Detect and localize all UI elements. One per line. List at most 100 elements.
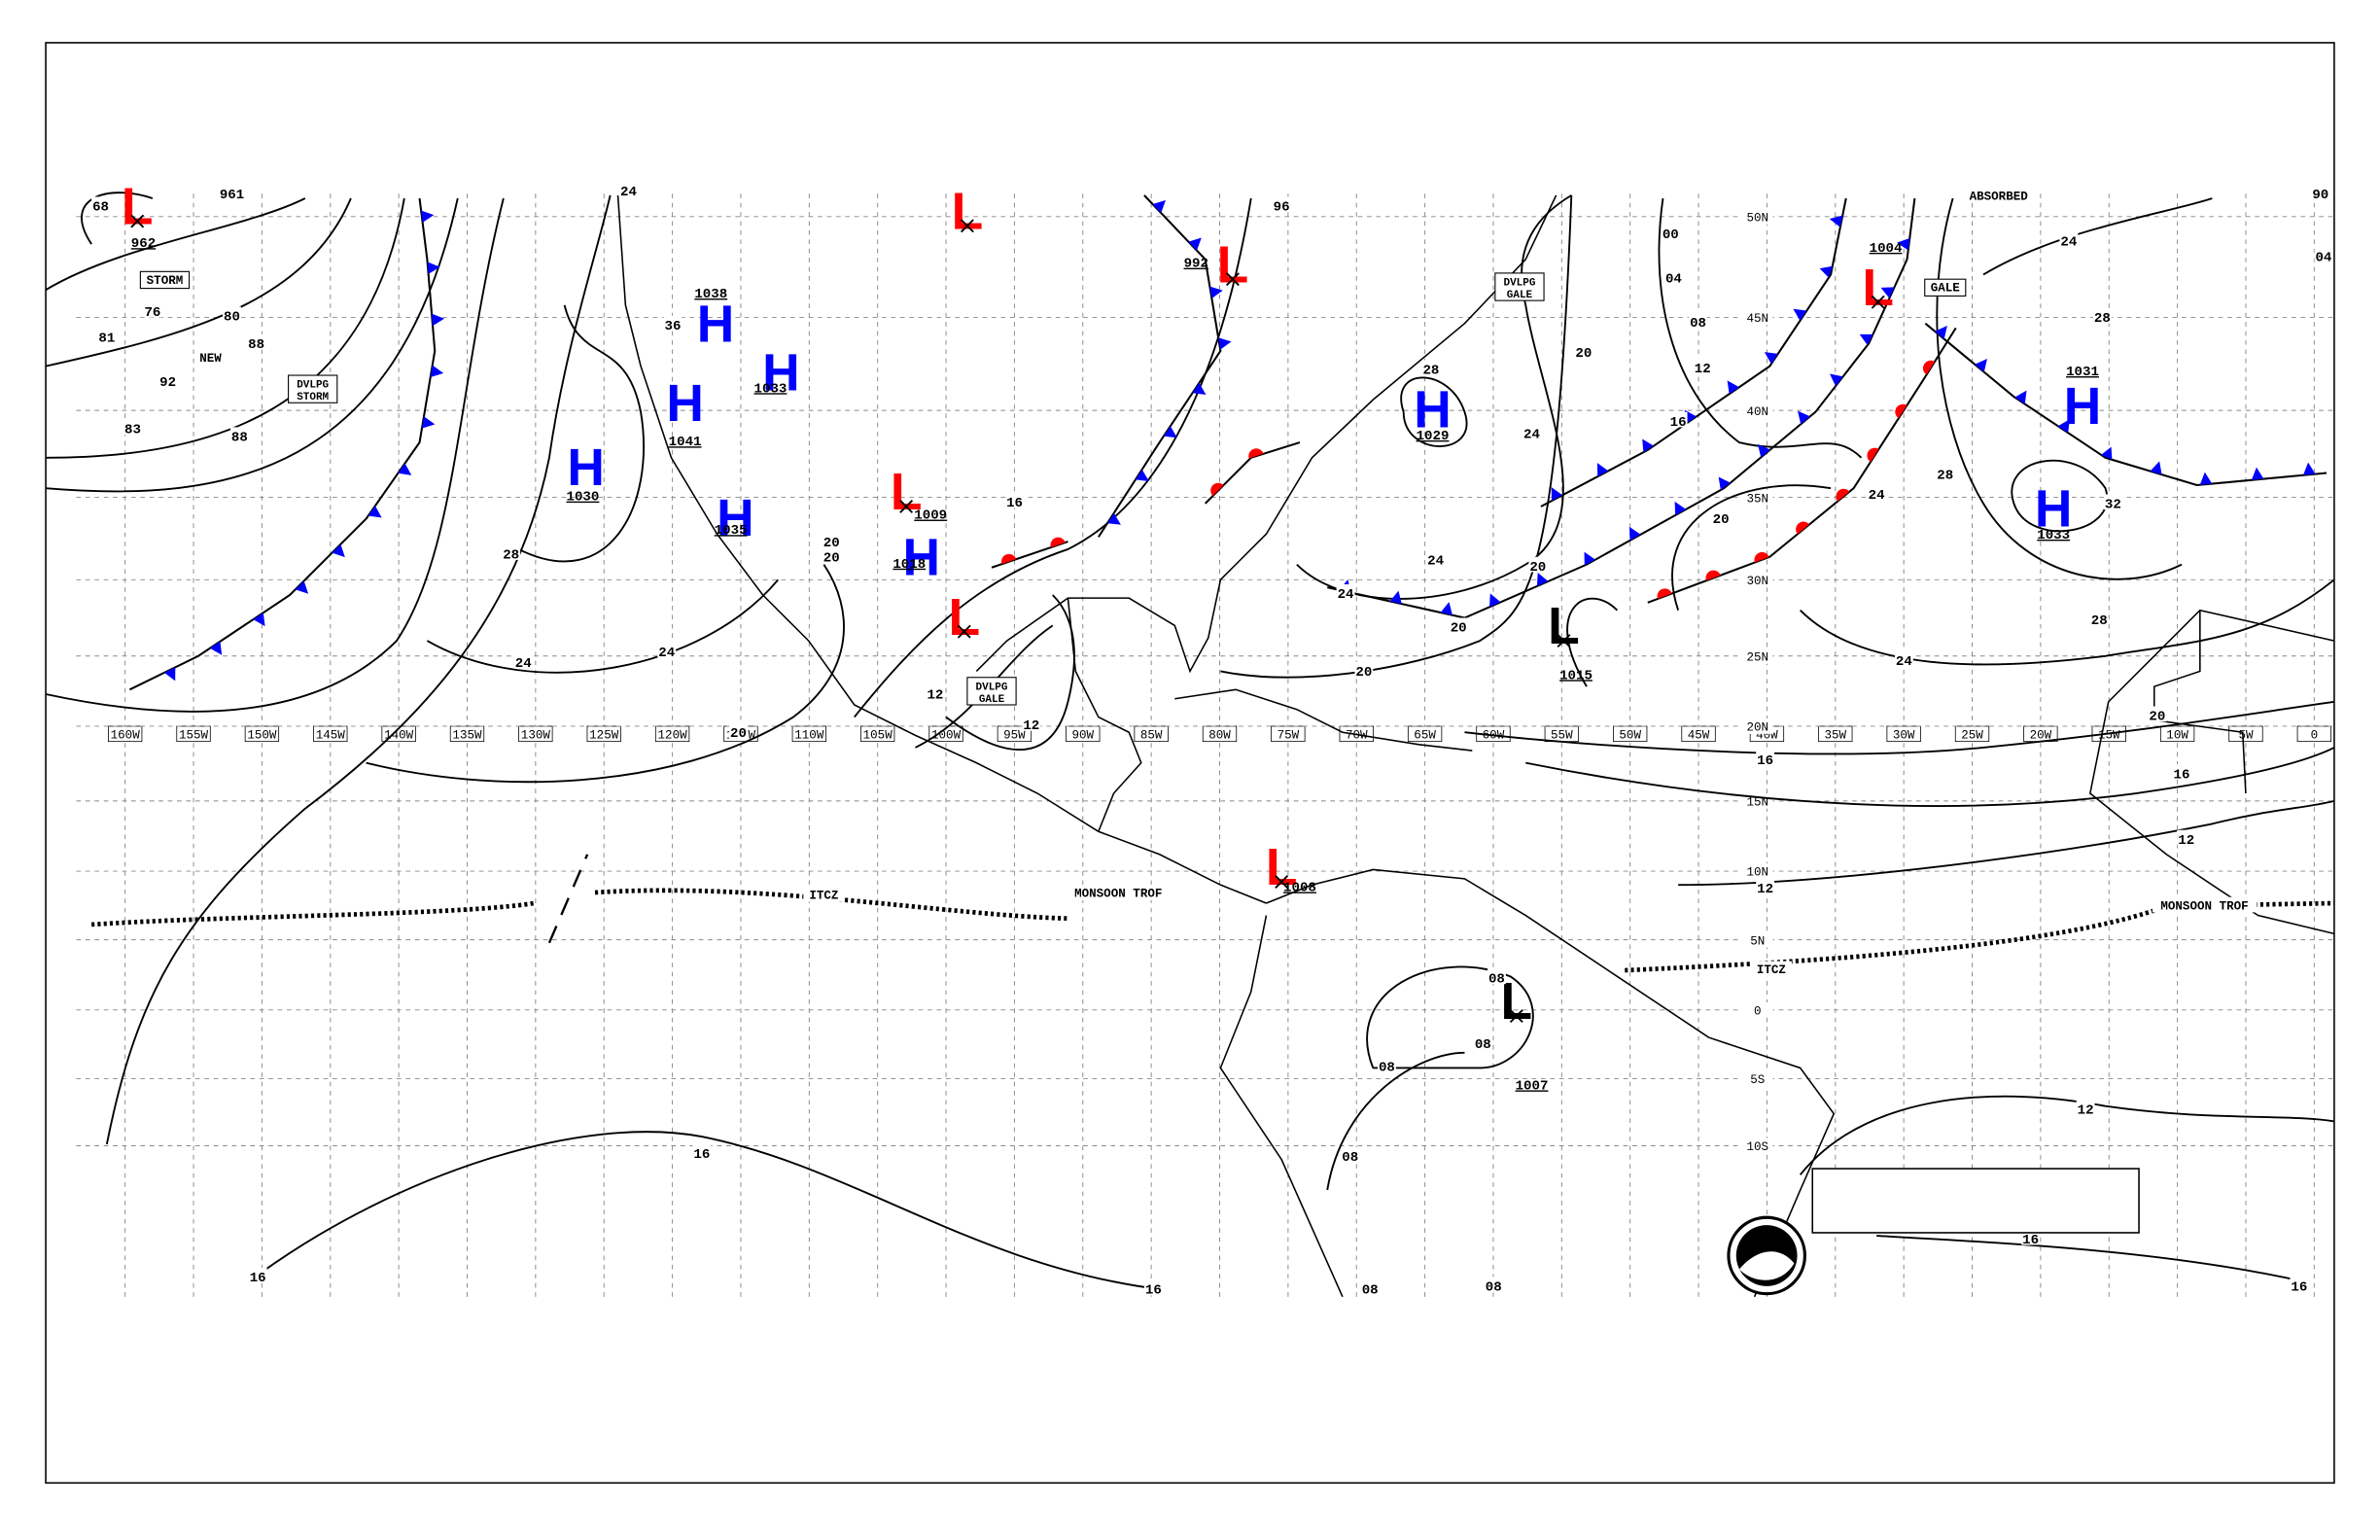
lat-label: 25N xyxy=(1746,650,1768,664)
front-triangle xyxy=(427,262,440,274)
lon-label: 35W xyxy=(1824,729,1846,743)
center-x xyxy=(1275,875,1289,889)
trough xyxy=(547,854,589,944)
front-triangle xyxy=(253,612,265,627)
front-triangle xyxy=(1829,215,1843,228)
lon-label: 110W xyxy=(794,729,824,743)
front-triangle xyxy=(1798,410,1810,425)
isobar-label: 961 xyxy=(220,188,244,203)
front-triangle xyxy=(2302,462,2316,475)
front-triangle xyxy=(1674,501,1687,515)
isobar-label-bg xyxy=(1528,556,1548,573)
isobar-label: 16 xyxy=(2174,767,2190,783)
isobar-label-bg xyxy=(1473,1033,1492,1050)
pressure-center: L xyxy=(1862,260,1894,317)
isobar-label-bg xyxy=(2089,610,2109,626)
lon-label-box xyxy=(1202,725,1238,743)
lon-label: 65W xyxy=(1414,729,1436,743)
isobar-label: 81 xyxy=(98,332,115,347)
front-triangle xyxy=(1135,469,1149,481)
pressure-value: 1009 xyxy=(914,508,947,524)
pressure-center: L xyxy=(948,589,980,647)
front-triangle xyxy=(2150,461,2162,475)
lon-label: 25W xyxy=(1961,729,1983,743)
pressure-center: L xyxy=(122,179,154,236)
front-triangle xyxy=(421,416,436,429)
isobar-label: 16 xyxy=(250,1271,266,1286)
front-triangle xyxy=(2101,446,2113,460)
front-triangle xyxy=(1551,487,1563,502)
annotation: NEW xyxy=(199,352,222,366)
lon-label: 70W xyxy=(1346,729,1368,743)
center-x xyxy=(1871,295,1885,309)
lat-label-box xyxy=(1742,1070,1773,1087)
front-triangle xyxy=(1897,237,1910,251)
isobar-label: 08 xyxy=(1488,972,1505,988)
isobar-label: 28 xyxy=(1422,363,1439,378)
isobar-label-bg xyxy=(1143,1279,1163,1296)
annotation: ABSORBED xyxy=(1970,191,2029,204)
front-semicircle xyxy=(1922,360,1935,375)
lon-label: 140W xyxy=(384,729,414,743)
isobar-label: 20 xyxy=(1529,560,1546,576)
lon-label: 50W xyxy=(1619,729,1641,743)
front-triangle xyxy=(295,580,309,594)
lat-label: 5N xyxy=(1750,934,1765,948)
isobar-label-bg xyxy=(1664,268,1683,284)
lat-label-box xyxy=(1742,1001,1773,1018)
isobar-label-bg xyxy=(247,333,266,350)
annotation: MONSOON TROF xyxy=(1074,888,1162,901)
cold-front xyxy=(1540,197,1847,508)
isobar-label: 04 xyxy=(1665,271,1682,287)
logo-bird xyxy=(1738,1251,1795,1280)
lon-label-box xyxy=(1613,725,1648,743)
pressure-center: L xyxy=(1501,973,1533,1031)
lon-label: 105W xyxy=(863,729,893,743)
isobar-label-bg xyxy=(502,544,521,560)
lon-label-box xyxy=(586,725,621,743)
lat-label: 15N xyxy=(1746,796,1768,810)
annotation-bg xyxy=(1066,885,1171,900)
front-triangle xyxy=(1192,382,1207,395)
isobar-label: 24 xyxy=(620,185,637,200)
center-x xyxy=(899,500,914,513)
annotation: MONSOON TROF xyxy=(2160,899,2248,913)
lat-label: 5S xyxy=(1750,1073,1765,1087)
isobar-label-bg xyxy=(1711,509,1731,525)
front-triangle xyxy=(1642,438,1655,453)
pressure-value: 1041 xyxy=(669,435,702,450)
isobar-label-bg xyxy=(2148,706,2167,722)
pressure-value: 1018 xyxy=(892,557,926,573)
info-box xyxy=(1811,1168,2140,1234)
isobar-label: 24 xyxy=(1523,427,1540,442)
isobar-label: 24 xyxy=(1427,554,1444,570)
isobar-label-bg xyxy=(1693,358,1712,374)
isobar-label: 88 xyxy=(231,431,248,446)
annotation: ITCZ xyxy=(1757,963,1786,977)
isobar-label-bg xyxy=(2076,1100,2095,1116)
lon-label: 95W xyxy=(1003,729,1026,743)
front-triangle xyxy=(1935,326,1947,339)
isobar-label-bg xyxy=(97,328,117,344)
isobar-label-bg xyxy=(248,1268,267,1283)
annotation-box xyxy=(1494,272,1545,301)
lat-label: 45N xyxy=(1746,312,1768,326)
isobar-label-bg xyxy=(2059,231,2079,248)
isobar-label-bg xyxy=(1661,224,1680,240)
isobar-label: 12 xyxy=(2078,1103,2094,1119)
lat-label: 0 xyxy=(1754,1005,1762,1019)
isobar-label-bg xyxy=(2177,829,2196,846)
isobar-label: 20 xyxy=(1575,346,1592,362)
isobar-label: 08 xyxy=(1475,1037,1491,1053)
isobar-label-bg xyxy=(1426,550,1446,567)
isobar-label: 80 xyxy=(224,310,240,326)
front-triangle xyxy=(1596,463,1609,477)
isobar-label-bg xyxy=(822,532,841,548)
annotation: STORM xyxy=(147,274,184,288)
front-triangle xyxy=(1764,352,1778,365)
annotation: ITCZ xyxy=(809,889,838,902)
pressure-center: H xyxy=(2064,378,2102,436)
center-x xyxy=(1225,272,1240,287)
isobar-label-bg xyxy=(1336,584,1355,600)
